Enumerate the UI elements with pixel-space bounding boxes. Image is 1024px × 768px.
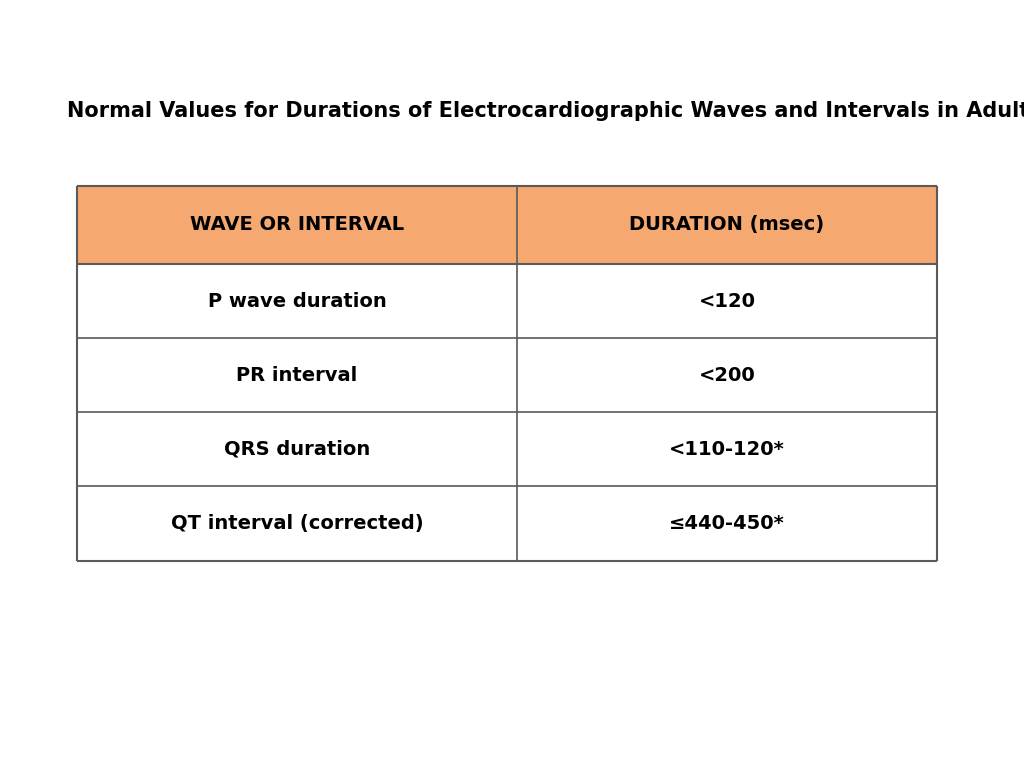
Text: ≤440-450*: ≤440-450*	[669, 514, 785, 533]
Text: PR interval: PR interval	[237, 366, 357, 385]
Text: <200: <200	[698, 366, 756, 385]
Text: WAVE OR INTERVAL: WAVE OR INTERVAL	[189, 215, 404, 234]
Text: P wave duration: P wave duration	[208, 292, 386, 310]
Text: Normal Values for Durations of Electrocardiographic Waves and Intervals in Adult: Normal Values for Durations of Electroca…	[67, 101, 1024, 121]
Text: DURATION (msec): DURATION (msec)	[630, 215, 824, 234]
Text: QRS duration: QRS duration	[224, 440, 370, 458]
Text: <110-120*: <110-120*	[669, 440, 785, 458]
Text: QT interval (corrected): QT interval (corrected)	[171, 514, 423, 533]
Text: <120: <120	[698, 292, 756, 310]
